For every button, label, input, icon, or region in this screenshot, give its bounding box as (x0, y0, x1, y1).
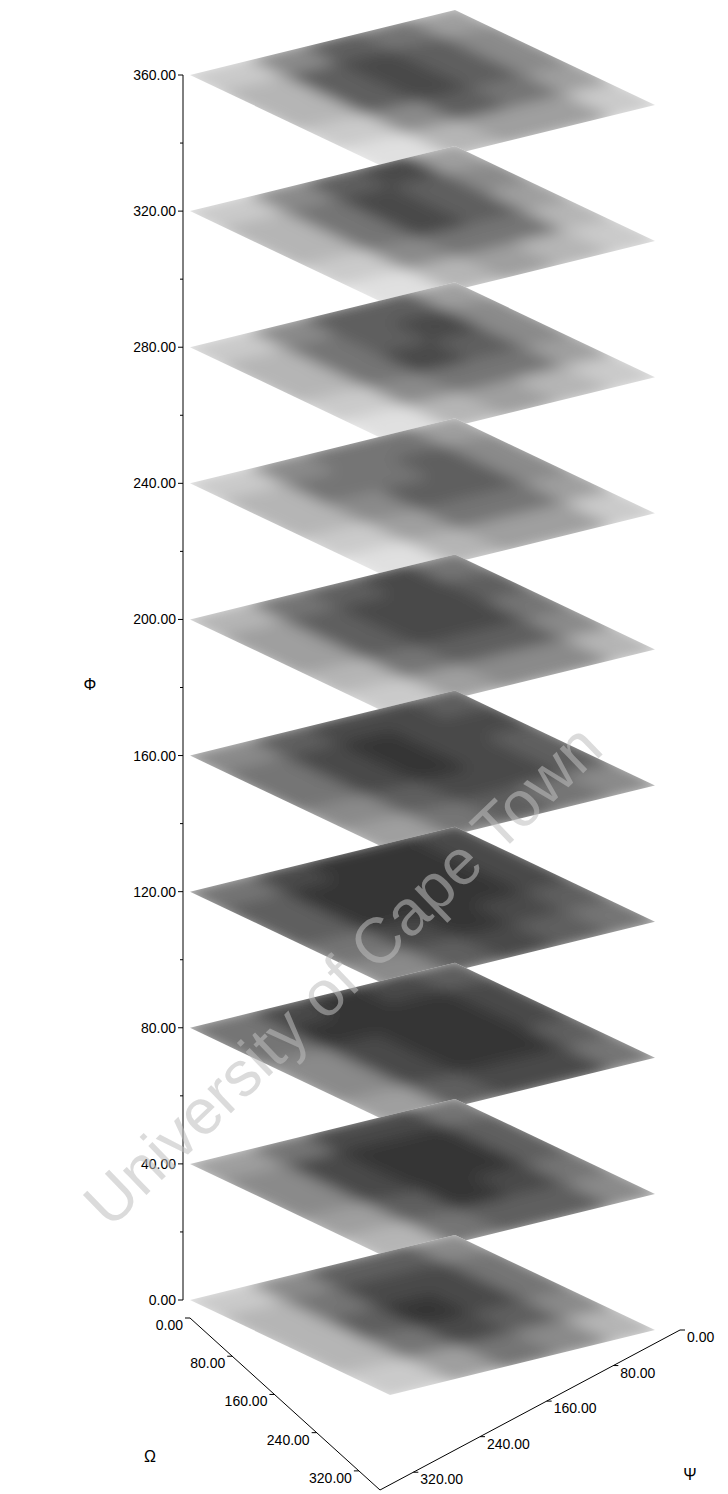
svg-text:320.00: 320.00 (133, 203, 176, 219)
svg-text:240.00: 240.00 (133, 475, 176, 491)
svg-text:80.00: 80.00 (190, 1355, 225, 1371)
svg-text:University of Cape Town: University of Cape Town (70, 710, 616, 1240)
svg-text:0.00: 0.00 (687, 1329, 714, 1345)
svg-text:80.00: 80.00 (620, 1365, 655, 1381)
svg-text:Φ: Φ (84, 676, 97, 693)
svg-text:0.00: 0.00 (149, 1292, 176, 1308)
svg-text:0.00: 0.00 (156, 1317, 183, 1333)
svg-text:160.00: 160.00 (225, 1393, 268, 1409)
svg-text:200.00: 200.00 (133, 611, 176, 627)
svg-text:120.00: 120.00 (133, 884, 176, 900)
svg-text:Ω: Ω (144, 1448, 156, 1465)
svg-text:80.00: 80.00 (141, 1020, 176, 1036)
svg-text:160.00: 160.00 (133, 748, 176, 764)
svg-text:240.00: 240.00 (267, 1432, 310, 1448)
svg-text:280.00: 280.00 (133, 339, 176, 355)
svg-text:160.00: 160.00 (554, 1400, 597, 1416)
svg-text:320.00: 320.00 (309, 1470, 352, 1486)
svg-text:320.00: 320.00 (420, 1471, 463, 1487)
svg-text:360.00: 360.00 (133, 67, 176, 83)
svg-text:Ψ: Ψ (683, 1466, 696, 1483)
svg-text:240.00: 240.00 (487, 1436, 530, 1452)
